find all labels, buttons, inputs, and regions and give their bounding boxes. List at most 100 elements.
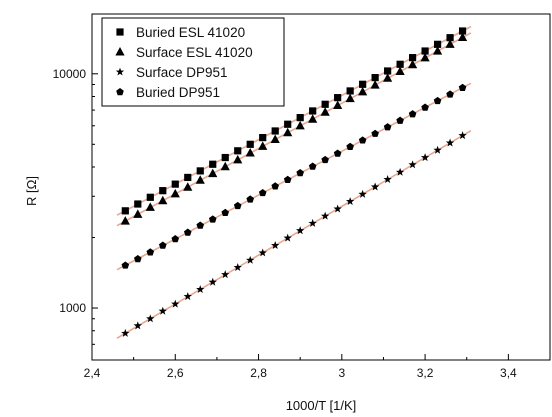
data-point <box>208 277 217 286</box>
data-point <box>283 233 292 242</box>
data-point <box>320 211 330 220</box>
data-point <box>458 27 467 35</box>
series-1-markers <box>121 27 467 215</box>
legend-frame <box>101 17 285 107</box>
data-point <box>346 87 354 95</box>
data-point <box>258 141 268 150</box>
data-point <box>433 96 442 105</box>
data-point <box>246 195 255 203</box>
data-point <box>333 100 343 110</box>
data-point <box>409 54 417 62</box>
data-point <box>420 52 430 62</box>
data-point <box>158 241 167 249</box>
data-point <box>333 149 342 157</box>
data-point <box>283 175 292 183</box>
data-point <box>233 154 243 164</box>
data-point <box>383 175 392 183</box>
y-tick-label: 1000 <box>59 301 86 315</box>
data-point <box>221 153 229 162</box>
data-point <box>358 189 367 198</box>
data-point <box>146 248 155 256</box>
data-markers <box>120 27 468 337</box>
y-axis: 1000 10000 <box>53 67 98 345</box>
data-point <box>259 134 267 142</box>
legend-label: Surface ESL 41020 <box>136 45 253 60</box>
data-point <box>233 201 242 210</box>
data-point <box>284 120 292 128</box>
data-point <box>371 74 379 82</box>
data-point <box>346 142 354 151</box>
data-point <box>421 103 429 111</box>
data-point <box>408 59 418 69</box>
fit-line-series-4 <box>116 82 472 271</box>
legend-item: Surface DP951 <box>115 65 228 80</box>
data-point <box>145 202 155 211</box>
data-point <box>433 145 442 154</box>
data-point <box>445 138 455 147</box>
data-point <box>371 129 379 137</box>
legend-marker <box>116 88 124 96</box>
data-point <box>121 328 130 337</box>
x-tick-label: 3 <box>338 366 345 380</box>
x-tick-label: 3,4 <box>500 366 517 380</box>
legend-label: Buried DP951 <box>136 85 220 100</box>
data-point <box>270 134 280 144</box>
data-point <box>433 40 442 48</box>
legend: Buried ESL 41020 Surface ESL 41020 Surface… <box>101 17 285 107</box>
plot-area: 2,4 2,6 2,8 3 3,2 3,4 1000 10000 <box>53 13 551 380</box>
data-point <box>321 100 329 108</box>
data-point <box>208 215 217 223</box>
data-point <box>133 321 142 330</box>
data-point <box>134 254 142 263</box>
data-point <box>445 39 455 48</box>
data-point <box>296 114 304 122</box>
data-point <box>134 200 142 208</box>
legend-item: Buried ESL 41020 <box>116 25 245 40</box>
data-point <box>308 114 318 123</box>
data-point <box>146 193 154 201</box>
data-point <box>408 160 417 169</box>
x-tick-label: 2,8 <box>250 366 267 380</box>
data-point <box>370 80 380 89</box>
data-point <box>383 73 393 82</box>
data-point <box>208 168 218 178</box>
legend-item: Buried DP951 <box>116 85 220 100</box>
data-point <box>295 120 305 130</box>
legend-marker <box>115 47 125 56</box>
data-point <box>271 182 279 190</box>
data-point <box>246 255 255 264</box>
data-point <box>121 261 130 269</box>
fit-line-series-3 <box>116 129 472 339</box>
plot-frame <box>91 13 551 361</box>
data-point <box>258 188 267 197</box>
data-point <box>420 153 430 162</box>
data-point <box>296 169 304 177</box>
data-point <box>308 162 317 170</box>
data-point <box>383 123 392 131</box>
data-point <box>258 248 267 257</box>
data-point <box>209 160 217 168</box>
data-point <box>271 241 280 250</box>
data-point <box>196 167 204 175</box>
data-point <box>245 148 255 157</box>
data-point <box>358 136 367 144</box>
data-point <box>458 131 467 140</box>
data-point <box>159 187 167 195</box>
series-2-markers <box>120 32 468 225</box>
data-point <box>395 167 405 176</box>
x-axis: 2,4 2,6 2,8 3 3,2 3,4 <box>84 354 517 380</box>
data-point <box>233 263 242 272</box>
data-point <box>446 90 454 98</box>
data-point <box>408 110 417 118</box>
legend-label: Buried ESL 41020 <box>136 25 245 40</box>
data-point <box>432 46 443 55</box>
data-point <box>220 161 230 171</box>
data-point <box>358 86 368 96</box>
data-point <box>183 182 193 191</box>
y-tick-label: 10000 <box>53 67 87 81</box>
data-point <box>333 204 342 213</box>
x-tick-label: 2,6 <box>167 366 184 380</box>
series-4-markers <box>121 83 467 269</box>
data-point <box>334 94 342 102</box>
data-point <box>183 292 192 301</box>
